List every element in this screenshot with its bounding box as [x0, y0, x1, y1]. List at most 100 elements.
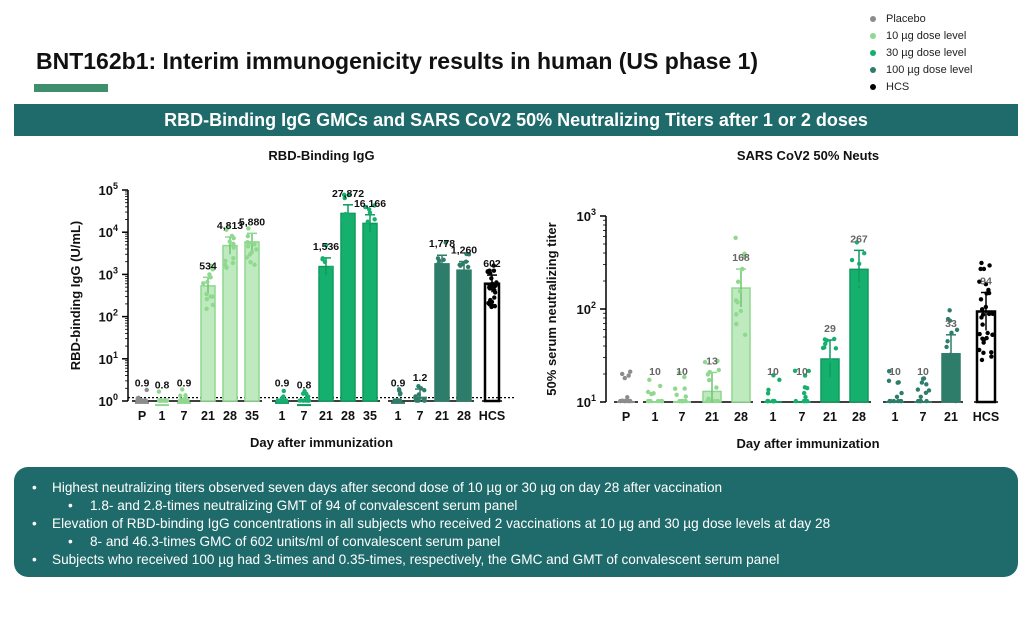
note-subitem: • 8- and 46.3-times GMC of 602 units/ml o… — [14, 533, 1018, 551]
data-point — [458, 263, 463, 268]
data-point — [209, 263, 214, 269]
x-tick-label: 21 — [201, 409, 215, 423]
data-point — [863, 295, 868, 300]
data-label: 33 — [945, 318, 957, 330]
data-point — [418, 386, 424, 391]
data-point — [459, 290, 464, 295]
data-point — [223, 262, 228, 268]
y-tick-exponent: 1 — [113, 350, 118, 360]
note-bullet: • — [68, 498, 73, 513]
data-point — [891, 398, 896, 404]
data-point — [370, 238, 375, 243]
data-point — [822, 337, 828, 342]
data-label: 10 — [889, 366, 901, 378]
data-point — [706, 377, 712, 383]
data-point — [765, 398, 770, 404]
data-point — [245, 233, 251, 239]
data-point — [372, 226, 377, 232]
data-point — [366, 207, 372, 212]
data-point — [980, 322, 985, 327]
data-point — [985, 330, 990, 336]
data-point — [983, 304, 989, 310]
legend-dot — [870, 15, 876, 22]
data-point — [792, 368, 798, 374]
data-point — [396, 387, 402, 392]
x-tick-label: 1 — [770, 410, 777, 424]
data-point — [135, 398, 140, 403]
data-point — [245, 244, 251, 249]
data-point — [862, 274, 867, 279]
y-tick-exponent: 1 — [591, 393, 596, 403]
data-point — [208, 275, 213, 280]
data-point — [802, 373, 808, 378]
data-point — [341, 192, 347, 198]
data-point — [771, 373, 776, 378]
data-point — [659, 398, 665, 404]
data-point — [185, 398, 190, 403]
data-point — [977, 347, 982, 353]
data-label: 0.9 — [177, 377, 192, 389]
data-point — [210, 302, 216, 308]
data-point — [766, 387, 771, 393]
data-point — [854, 240, 860, 245]
data-point — [705, 372, 711, 377]
data-point — [823, 383, 829, 388]
data-point — [201, 281, 206, 286]
legend-item-100ug: 100 µg dose level — [870, 61, 972, 78]
data-point — [947, 308, 952, 313]
data-point — [441, 264, 446, 270]
data-label: 0.8 — [155, 379, 170, 391]
data-point — [157, 398, 162, 403]
data-point — [683, 398, 688, 404]
x-tick-label: 35 — [245, 409, 259, 423]
data-point — [944, 357, 949, 362]
section-banner: RBD-Binding IgG GMCs and SARS CoV2 50% N… — [14, 104, 1018, 136]
data-point — [491, 268, 497, 273]
data-point — [716, 367, 721, 373]
data-point — [954, 327, 960, 333]
bar — [434, 263, 450, 402]
data-point — [947, 318, 953, 323]
data-point — [626, 373, 631, 378]
data-point — [204, 291, 209, 297]
data-label: 168 — [732, 252, 750, 264]
data-point — [915, 387, 921, 392]
bar — [362, 222, 378, 402]
data-label: 602 — [483, 258, 501, 270]
data-point — [224, 227, 229, 232]
data-point — [440, 273, 445, 278]
data-point — [297, 398, 302, 403]
data-point — [372, 203, 377, 208]
x-tick-label: 21 — [435, 409, 449, 423]
data-point — [977, 331, 982, 337]
data-point — [737, 288, 743, 294]
data-point — [252, 241, 257, 247]
data-point — [398, 391, 403, 396]
x-axis-label: Day after immunization — [250, 435, 393, 450]
data-point — [156, 389, 162, 394]
data-point — [981, 350, 986, 356]
data-label: 1.2 — [413, 372, 428, 384]
data-point — [923, 390, 929, 395]
data-point — [246, 226, 251, 231]
data-point — [979, 307, 985, 312]
note-text: Elevation of RBD-binding IgG concentrati… — [52, 516, 831, 531]
data-point — [990, 332, 996, 337]
legend: Placebo 10 µg dose level 30 µg dose leve… — [870, 10, 972, 95]
legend-item-10ug: 10 µg dose level — [870, 27, 972, 44]
data-point — [620, 398, 625, 403]
data-point — [204, 306, 209, 311]
data-point — [463, 259, 469, 264]
data-point — [862, 251, 867, 256]
data-label: 267 — [850, 233, 868, 245]
data-point — [304, 391, 309, 396]
data-point — [396, 398, 401, 403]
note-item: • Subjects who received 100 µg had 3-time… — [14, 551, 1018, 569]
data-point — [210, 294, 215, 299]
x-tick-label: 21 — [944, 410, 958, 424]
data-label: 0.8 — [297, 379, 312, 391]
data-point — [714, 385, 719, 390]
data-point — [205, 279, 210, 285]
data-label: 10 — [649, 366, 661, 378]
data-point — [365, 228, 370, 233]
